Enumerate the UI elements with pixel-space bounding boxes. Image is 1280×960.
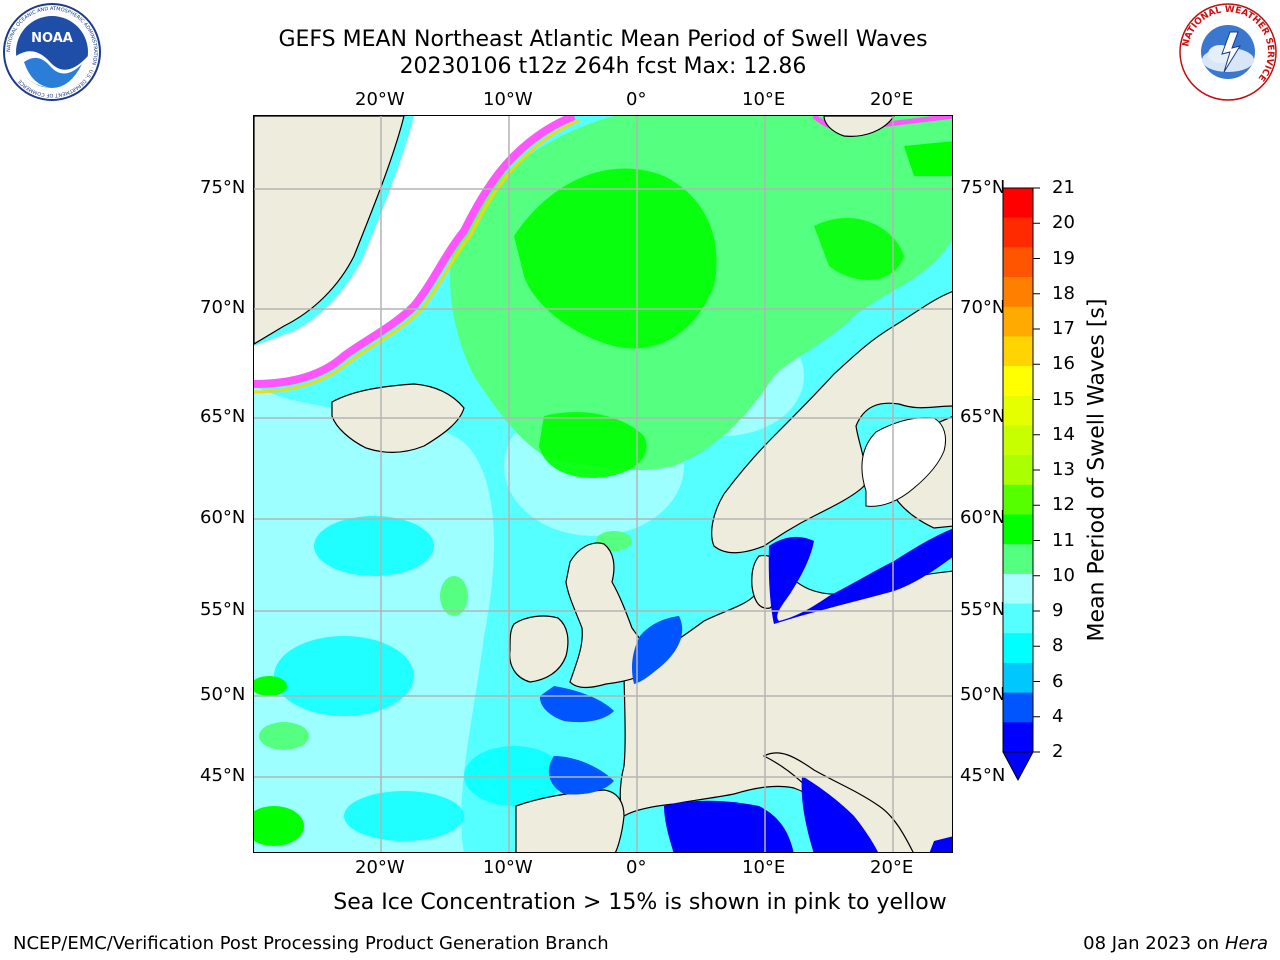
svalbard-land xyxy=(823,116,895,137)
lat-label-left-70n: 70°N xyxy=(200,297,246,318)
colorbar-tick-label: 13 xyxy=(1052,459,1075,480)
colorbar-segment xyxy=(1003,633,1033,664)
nws-logo: NATIONAL WEATHER SERVICE xyxy=(1179,3,1277,101)
footer-machine: Hera xyxy=(1224,933,1268,954)
colorbar-segment xyxy=(1003,455,1033,486)
map-frame xyxy=(253,115,953,853)
colorbar-segment xyxy=(1003,425,1033,456)
lat-label-left-60n: 60°N xyxy=(200,507,246,528)
lon-label-top-20w: 20°W xyxy=(355,89,405,110)
colorbar-segment xyxy=(1003,217,1033,248)
noaa-logo: NATIONAL OCEANIC AND ATMOSPHERIC ADMINIS… xyxy=(3,3,101,101)
colorbar-tick-label: 11 xyxy=(1052,529,1075,551)
colorbar-segment xyxy=(1003,544,1033,575)
colorbar-tick-label: 2 xyxy=(1052,741,1064,762)
colorbar-tick-label: 4 xyxy=(1052,705,1064,727)
lat-label-left-65n: 65°N xyxy=(200,406,246,427)
map-subtitle: 20230106 t12z 264h fcst Max: 12.86 xyxy=(399,54,807,79)
lat-label-right-65n: 65°N xyxy=(960,406,1006,427)
colorbar-segment xyxy=(1003,722,1033,753)
lon-label-top-20e: 20°E xyxy=(870,89,914,110)
iberia-land xyxy=(515,789,625,852)
colorbar-tick-label: 6 xyxy=(1052,670,1064,692)
noaa-logo-text: NOAA xyxy=(31,31,73,46)
colorbar-tick-label: 10 xyxy=(1052,564,1075,586)
sea-ice-note: Sea Ice Concentration > 15% is shown in … xyxy=(333,890,947,915)
polar-no-data-zone xyxy=(254,116,574,384)
lat-label-left-50n: 50°N xyxy=(200,684,246,705)
lat-label-right-70n: 70°N xyxy=(960,297,1006,318)
colorbar-segment xyxy=(1003,692,1033,723)
sea-ice-edge xyxy=(254,116,576,388)
lat-label-left-75n: 75°N xyxy=(200,177,246,198)
greenland-land xyxy=(254,116,405,345)
colorbar-tick-label: 16 xyxy=(1052,353,1075,375)
colorbar-tick-label: 9 xyxy=(1052,600,1064,621)
colorbar-segment xyxy=(1003,247,1033,278)
swell-green-region xyxy=(254,116,952,846)
colorbar-segment xyxy=(1003,484,1033,516)
colorbar-segment xyxy=(1003,188,1033,219)
lat-label-left-55n: 55°N xyxy=(200,599,246,620)
colorbar-tick-label: 14 xyxy=(1052,423,1075,445)
lat-label-left-45n: 45°N xyxy=(200,765,246,786)
lon-label-bottom-20w: 20°W xyxy=(355,857,405,878)
lat-label-right-45n: 45°N xyxy=(960,765,1006,786)
colorbar-label: Mean Period of Swell Waves [s] xyxy=(1084,298,1110,642)
footer-credit: NCEP/EMC/Verification Post Processing Pr… xyxy=(13,933,609,954)
lon-label-bottom-10w: 10°W xyxy=(483,857,533,878)
colorbar-segment xyxy=(1003,306,1033,337)
colorbar-segment xyxy=(1003,514,1033,545)
ireland-land xyxy=(509,615,569,683)
colorbar-segment xyxy=(1003,366,1033,397)
colorbar-tick-label: 21 xyxy=(1052,177,1075,198)
lat-label-right-75n: 75°N xyxy=(960,177,1006,198)
colorbar-tick-label: 12 xyxy=(1052,494,1075,516)
colorbar-tick-label: 8 xyxy=(1052,635,1064,657)
scandinavia-land xyxy=(711,291,952,554)
lon-label-bottom-10e: 10°E xyxy=(742,857,786,878)
colorbar xyxy=(1002,187,1040,782)
lon-label-top-0: 0° xyxy=(626,89,647,110)
graticule xyxy=(254,116,952,852)
map-title: GEFS MEAN Northeast Atlantic Mean Period… xyxy=(278,27,928,52)
lon-label-top-10e: 10°E xyxy=(742,89,786,110)
lon-label-bottom-0: 0° xyxy=(626,857,647,878)
lat-label-right-55n: 55°N xyxy=(960,599,1006,620)
colorbar-segment xyxy=(1003,573,1033,605)
bothnia-no-data xyxy=(861,417,947,507)
colorbar-tick-label: 19 xyxy=(1052,247,1075,269)
lat-label-right-60n: 60°N xyxy=(960,507,1006,528)
footer-date-text: 08 Jan 2023 on xyxy=(1083,933,1220,954)
colorbar-extend-arrow xyxy=(1002,751,1034,782)
colorbar-tick-label: 18 xyxy=(1052,282,1075,304)
colorbar-segment xyxy=(1003,662,1033,694)
colorbar-segment xyxy=(1003,603,1033,634)
colorbar-tick-label: 20 xyxy=(1052,212,1075,234)
colorbar-segment xyxy=(1003,336,1033,367)
lat-label-right-50n: 50°N xyxy=(960,684,1006,705)
colorbar-tick-label: 15 xyxy=(1052,388,1075,410)
lon-label-top-10w: 10°W xyxy=(483,89,533,110)
lon-label-bottom-20e: 20°E xyxy=(870,857,914,878)
footer-date: 08 Jan 2023 on Hera xyxy=(1083,933,1268,954)
swell-short-period-seas xyxy=(539,528,952,852)
colorbar-segment xyxy=(1003,395,1033,426)
map-canvas xyxy=(254,116,952,852)
colorbar-segment xyxy=(1003,277,1033,308)
colorbar-tick-label: 17 xyxy=(1052,318,1075,339)
